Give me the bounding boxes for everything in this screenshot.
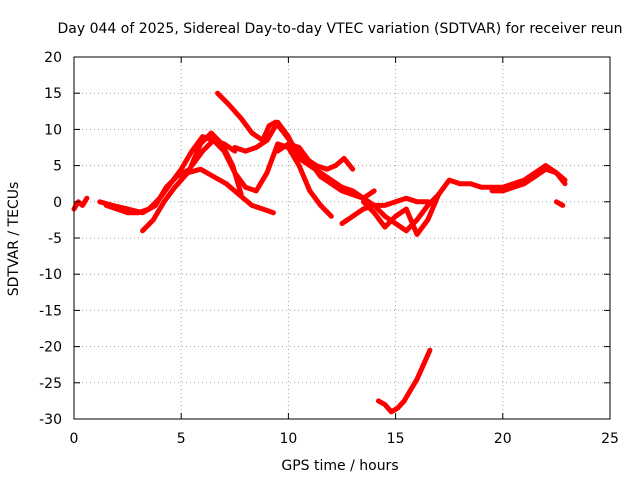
series-arc-7 — [232, 119, 377, 201]
x-axis-label: GPS time / hours — [281, 458, 398, 474]
x-tick-label: 20 — [494, 431, 512, 447]
y-tick-label: -30 — [39, 412, 62, 428]
data-series — [71, 90, 568, 415]
y-tick-label: 0 — [53, 195, 62, 211]
y-tick-label: -10 — [39, 267, 62, 283]
x-tick-label: 25 — [601, 431, 619, 447]
y-tick-label: 15 — [44, 86, 62, 102]
series-arc-10 — [360, 163, 568, 237]
series-arc-2 — [103, 134, 238, 216]
series-arc-5 — [189, 137, 334, 219]
x-tick-label: 5 — [177, 431, 186, 447]
y-tick-label: -5 — [48, 231, 62, 247]
series-arc-9 — [339, 195, 431, 226]
series-arc-13 — [375, 347, 433, 415]
y-tick-label: 10 — [44, 122, 62, 138]
series-arc-11 — [489, 166, 568, 194]
y-axis-label: SDTVAR / TECUs — [6, 182, 22, 297]
grid-lines — [74, 57, 610, 419]
series-arc-3 — [97, 130, 244, 216]
x-tick-label: 15 — [387, 431, 405, 447]
x-tick-label: 10 — [279, 431, 297, 447]
x-tick-labels: 0 5 10 15 20 25 — [70, 431, 619, 447]
series-arc-1 — [71, 195, 90, 212]
x-tick-label: 0 — [70, 431, 79, 447]
series-arc-12 — [553, 199, 566, 208]
y-tick-label: -25 — [39, 376, 62, 392]
y-tick-label: -20 — [39, 340, 62, 356]
y-tick-label: 5 — [53, 159, 62, 175]
y-tick-labels: -30 -25 -20 -15 -10 -5 0 5 10 15 20 — [39, 50, 62, 428]
y-tick-label: -15 — [39, 303, 62, 319]
series-arc-4 — [140, 166, 276, 234]
y-tick-label: 20 — [44, 50, 62, 66]
axis-ticks — [73, 56, 611, 420]
chart-title: Day 044 of 2025, Sidereal Day-to-day VTE… — [57, 21, 622, 37]
